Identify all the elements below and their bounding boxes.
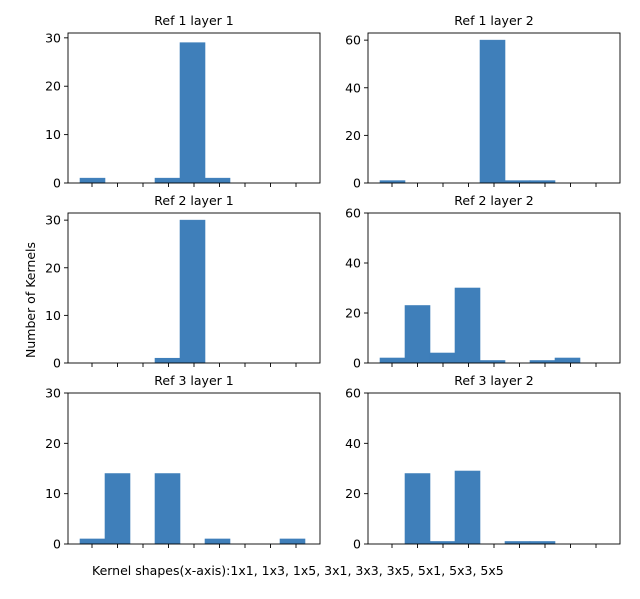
y-tick-label: 0	[53, 537, 61, 552]
y-tick-label: 40	[345, 256, 361, 271]
y-tick-label: 30	[45, 386, 61, 401]
bar-5x5	[279, 538, 306, 545]
bar-3x3	[179, 42, 206, 184]
plot-frame	[67, 392, 321, 545]
y-tick-label: 30	[45, 213, 61, 228]
subplot-2: Ref 1 layer 2 0 20 40 60	[345, 13, 621, 191]
y-tick-label: 10	[45, 486, 61, 501]
y-tick-label: 20	[345, 128, 361, 143]
y-tick-label: 0	[353, 176, 361, 191]
bar-3x1	[454, 287, 481, 364]
y-tick-label: 10	[45, 127, 61, 142]
subplot-title: Ref 3 layer 2	[454, 373, 533, 388]
subplot-title: Ref 1 layer 1	[154, 13, 233, 28]
bar-1x5	[429, 352, 456, 364]
y-tick-label: 40	[345, 80, 361, 95]
subplot-title: Ref 1 layer 2	[454, 13, 533, 28]
y-tick-label: 40	[345, 436, 361, 451]
bar-3x3	[179, 219, 206, 364]
bar-3x3	[479, 39, 506, 184]
subplot-grid: Ref 1 layer 1 0 10 20 30 Ref 1 layer 2 0 20 40 60…	[45, 13, 621, 552]
y-tick-label: 60	[345, 33, 361, 48]
plot-frame	[67, 32, 321, 184]
y-tick-label: 20	[45, 79, 61, 94]
subplot-title: Ref 2 layer 1	[154, 193, 233, 208]
y-tick-label: 0	[53, 356, 61, 371]
plot-frame	[367, 212, 621, 364]
y-tick-label: 60	[345, 386, 361, 401]
y-axis-label: Number of Kernels	[23, 242, 38, 358]
subplot-title: Ref 3 layer 1	[154, 373, 233, 388]
bar-1x1	[79, 177, 106, 184]
subplot-5: Ref 3 layer 1 0 10 20 30	[45, 373, 321, 552]
x-axis-caption: Kernel shapes(x-axis):1x1, 1x3, 1x5, 3x1…	[92, 563, 504, 578]
bar-5x3	[554, 357, 581, 364]
y-tick-label: 10	[45, 308, 61, 323]
y-tick-label: 20	[45, 436, 61, 451]
bar-1x1	[379, 357, 406, 364]
bar-3x1	[454, 470, 481, 545]
bar-3x5	[204, 177, 231, 184]
bar-3x1	[154, 473, 181, 545]
subplot-3: Ref 2 layer 1 0 10 20 30	[45, 193, 321, 371]
subplot-4: Ref 2 layer 2 0 20 40 60	[345, 193, 621, 371]
plot-frame	[367, 32, 621, 184]
y-tick-label: 20	[45, 260, 61, 275]
bar-1x3	[404, 305, 431, 364]
bar-1x1	[79, 538, 106, 545]
y-tick-label: 60	[345, 206, 361, 221]
y-tick-label: 20	[345, 306, 361, 321]
y-tick-label: 30	[45, 30, 61, 45]
y-tick-label: 0	[353, 537, 361, 552]
subplot-6: Ref 3 layer 2 0 20 40 60	[345, 373, 621, 552]
y-tick-label: 0	[353, 356, 361, 371]
bar-1x3	[404, 473, 431, 545]
plot-frame	[67, 212, 321, 364]
plot-frame	[367, 392, 621, 545]
bar-3x1	[154, 357, 181, 364]
subplot-1: Ref 1 layer 1 0 10 20 30	[45, 13, 321, 191]
y-tick-label: 0	[53, 176, 61, 191]
bar-1x3	[104, 473, 131, 545]
subplot-title: Ref 2 layer 2	[454, 193, 533, 208]
bar-3x1	[154, 177, 181, 184]
y-tick-label: 20	[345, 486, 361, 501]
bar-3x5	[204, 538, 231, 545]
